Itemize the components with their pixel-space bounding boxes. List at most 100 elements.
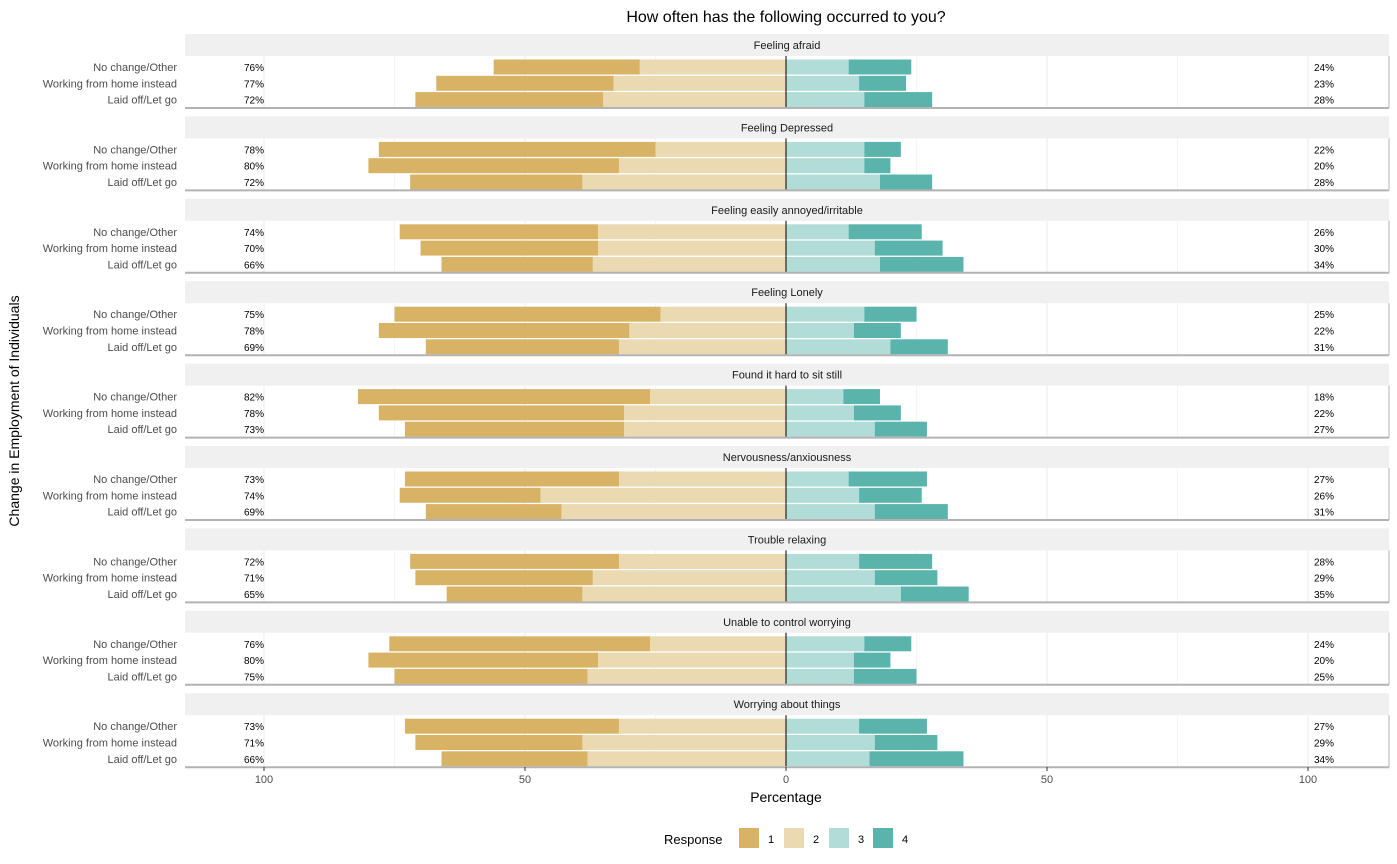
- bar-segment-response-1: [415, 92, 604, 108]
- bar-segment-response-1: [446, 586, 583, 602]
- bar-segment-response-3: [786, 751, 870, 767]
- bar-segment-response-1: [378, 323, 630, 338]
- right-percent-label: 35%: [1314, 590, 1334, 601]
- bar-segment-response-3: [786, 570, 875, 586]
- right-percent-label: 22%: [1314, 145, 1334, 156]
- bar-segment-response-4: [853, 668, 917, 684]
- y-tick-label: Laid off/Let go: [107, 507, 177, 519]
- facet-strip-label: Nervousness/anxiousness: [723, 452, 852, 464]
- bar-segment-response-1: [420, 240, 599, 256]
- bar-segment-response-3: [786, 323, 854, 338]
- facet-panel: Feeling Depressed No change/Other 78% 22% Wo…: [43, 116, 1390, 192]
- y-tick-label: Laid off/Let go: [107, 671, 177, 683]
- bar-segment-response-2: [598, 652, 786, 668]
- x-tick-label: 100: [255, 774, 273, 786]
- bar-segment-response-4: [848, 59, 912, 75]
- y-tick-label: No change/Other: [93, 721, 177, 733]
- right-percent-label: 29%: [1314, 574, 1334, 585]
- legend-swatch: [873, 828, 893, 848]
- bar-segment-response-1: [425, 504, 562, 520]
- x-axis: 100 50 0 50 100: [255, 767, 1317, 786]
- bar-segment-response-4: [874, 735, 938, 750]
- facet-strip-label: Trouble relaxing: [748, 534, 826, 546]
- facet-panel: Feeling easily annoyed/irritable No chang…: [43, 198, 1390, 274]
- bar-segment-response-1: [493, 59, 640, 75]
- bar-segment-response-1: [441, 256, 593, 272]
- bar-segment-response-1: [441, 751, 588, 767]
- bar-segment-response-4: [853, 405, 901, 421]
- bar-segment-response-1: [399, 224, 599, 240]
- right-percent-label: 20%: [1314, 162, 1334, 173]
- legend: Response 1 2 3 4: [664, 828, 908, 848]
- right-percent-label: 26%: [1314, 228, 1334, 239]
- bar-segment-response-1: [404, 421, 625, 437]
- bar-segment-response-2: [618, 553, 786, 569]
- bar-segment-response-2: [587, 668, 786, 684]
- right-percent-label: 20%: [1314, 656, 1334, 667]
- bar-segment-response-3: [786, 75, 860, 91]
- legend-title: Response: [664, 832, 723, 847]
- bar-segment-response-2: [540, 487, 786, 503]
- y-tick-label: Working from home instead: [43, 161, 177, 173]
- left-percent-label: 82%: [244, 393, 264, 404]
- right-percent-label: 22%: [1314, 327, 1334, 338]
- right-percent-label: 31%: [1314, 343, 1334, 354]
- y-tick-label: No change/Other: [93, 639, 177, 651]
- y-tick-label: No change/Other: [93, 144, 177, 156]
- bar-segment-response-1: [394, 668, 588, 684]
- left-percent-label: 76%: [244, 63, 264, 74]
- left-percent-label: 78%: [244, 145, 264, 156]
- bar-segment-response-4: [869, 751, 964, 767]
- bar-segment-response-4: [864, 92, 933, 108]
- bar-segment-response-3: [786, 240, 875, 256]
- y-tick-label: No change/Other: [93, 392, 177, 404]
- facet-panel: Trouble relaxing No change/Other 72% 28% Wor…: [43, 528, 1390, 604]
- bar-segment-response-3: [786, 636, 865, 652]
- facet-panel: Feeling Lonely No change/Other 75% 25% Worki…: [43, 281, 1390, 357]
- bar-segment-response-4: [848, 224, 922, 240]
- bar-segment-response-3: [786, 92, 865, 108]
- y-tick-label: Working from home instead: [43, 573, 177, 585]
- y-tick-label: Working from home instead: [43, 408, 177, 420]
- left-percent-label: 80%: [244, 656, 264, 667]
- right-percent-label: 28%: [1314, 557, 1334, 568]
- bar-segment-response-3: [786, 668, 854, 684]
- y-tick-label: Laid off/Let go: [107, 342, 177, 354]
- bar-segment-response-1: [378, 405, 625, 421]
- bar-segment-response-1: [378, 141, 656, 157]
- bar-segment-response-4: [874, 421, 927, 437]
- x-tick-label: 0: [783, 774, 789, 786]
- facet-strip-label: Feeling afraid: [754, 40, 821, 52]
- bar-segment-response-4: [879, 256, 964, 272]
- bar-segment-response-4: [859, 553, 933, 569]
- bar-segment-response-3: [786, 735, 875, 750]
- y-tick-label: No change/Other: [93, 474, 177, 486]
- facet-strip: [185, 610, 1389, 633]
- y-tick-label: Working from home instead: [43, 738, 177, 750]
- bar-segment-response-2: [592, 256, 786, 272]
- right-percent-label: 30%: [1314, 244, 1334, 255]
- bar-segment-response-2: [587, 751, 786, 767]
- bar-segment-response-2: [639, 59, 786, 75]
- bar-segment-response-3: [786, 141, 865, 157]
- bar-segment-response-4: [874, 570, 938, 586]
- bar-segment-response-2: [629, 323, 786, 338]
- bar-segment-response-4: [859, 75, 907, 91]
- x-tick-label: 50: [1041, 774, 1053, 786]
- left-percent-label: 80%: [244, 162, 264, 173]
- bar-segment-response-2: [582, 586, 786, 602]
- bar-segment-response-3: [786, 504, 875, 520]
- bar-segment-response-2: [650, 389, 786, 405]
- left-percent-label: 72%: [244, 96, 264, 107]
- bar-segment-response-2: [603, 92, 786, 108]
- bar-segment-response-2: [618, 339, 786, 355]
- y-tick-label: No change/Other: [93, 556, 177, 568]
- bar-segment-response-3: [786, 652, 854, 668]
- bar-segment-response-4: [853, 323, 901, 338]
- y-tick-label: No change/Other: [93, 62, 177, 74]
- left-percent-label: 66%: [244, 260, 264, 271]
- bar-segment-response-4: [853, 652, 891, 668]
- bar-segment-response-4: [864, 306, 917, 322]
- bar-segment-response-1: [404, 718, 619, 734]
- bar-segment-response-4: [874, 504, 948, 520]
